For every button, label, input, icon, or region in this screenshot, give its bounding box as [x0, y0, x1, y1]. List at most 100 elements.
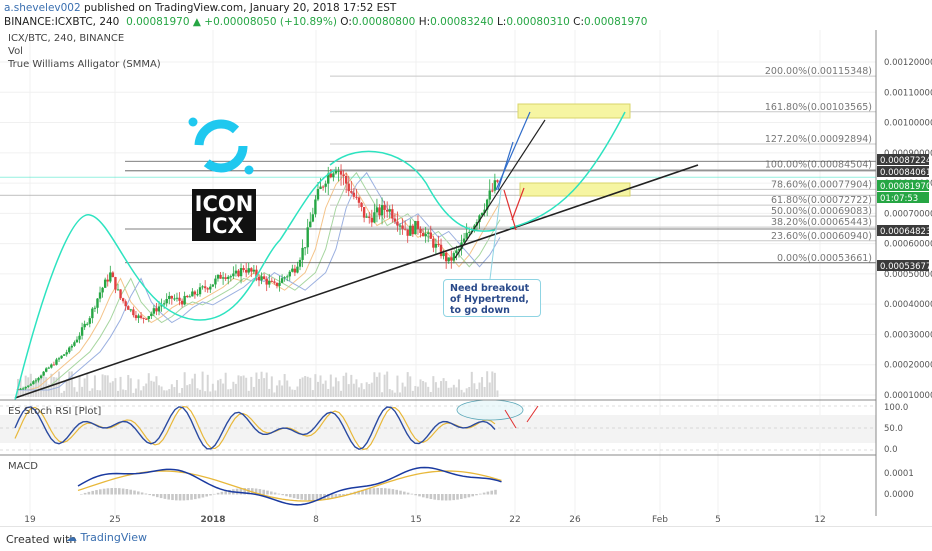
last-price: 0.00081970 [126, 16, 190, 28]
macd-hist [148, 494, 151, 496]
volume-bar [452, 384, 455, 397]
candle-body [198, 287, 202, 295]
volume-bar [309, 377, 312, 397]
volume-bar [22, 388, 25, 397]
macd-hist [319, 494, 322, 501]
volume-bar [342, 375, 345, 397]
candle-body [170, 295, 174, 299]
legend-alligator: True Williams Alligator (SMMA) [8, 59, 161, 70]
volume-bar [440, 381, 443, 397]
icon-icx-badge: ICON ICX [192, 189, 256, 241]
candle-body [329, 173, 332, 178]
candle-body [380, 205, 384, 216]
volume-bar [304, 376, 307, 397]
callout-pointer [489, 189, 502, 280]
candle-body [462, 238, 466, 243]
time-axis: 19 25 2018 8 15 22 26 Feb 5 12 [24, 515, 825, 525]
volume-bar [388, 389, 391, 397]
time-tick: 19 [24, 515, 36, 525]
macd-hist [254, 488, 258, 495]
candle-body [283, 277, 286, 279]
candle-body [119, 289, 122, 299]
volume-bar [434, 382, 437, 397]
candle-body [211, 284, 215, 287]
candle-body [50, 364, 53, 368]
price-chart[interactable]: 200.00%(0.00115348) 161.80%(0.00103565) 12… [0, 0, 932, 526]
candle-body [109, 272, 112, 282]
macd-hist [376, 488, 379, 495]
candle-body [496, 180, 499, 182]
volume-bar [322, 383, 325, 397]
macd-hist [456, 494, 459, 500]
volume-bar [311, 390, 314, 397]
volume-bar [347, 384, 350, 397]
macd-hist [334, 494, 338, 498]
volume-bar [275, 385, 278, 397]
volume-bar [491, 371, 494, 397]
volume-bar [158, 385, 161, 397]
price-tick: 0.00040000 [884, 300, 932, 310]
volume-bar [196, 388, 199, 397]
macd-hist [437, 494, 440, 501]
candle-body [78, 335, 81, 340]
candle-body [303, 247, 307, 249]
candle-body [180, 300, 184, 305]
volume-bar [437, 387, 440, 397]
fib-label: 61.80%(0.00072722) [771, 195, 872, 206]
candle-body [252, 269, 256, 272]
volume-bar [122, 389, 125, 397]
volume-bar [427, 386, 430, 397]
candle-body [206, 288, 209, 290]
volume-bar [24, 375, 27, 397]
volume-bar [42, 373, 45, 397]
macd-hist [296, 494, 300, 499]
volume-bar [493, 372, 496, 397]
candle-body [324, 183, 327, 187]
candle-body [147, 316, 150, 320]
forecast-arrow-up-2 [497, 141, 514, 191]
volume-bar [281, 385, 284, 397]
macd-hist [270, 491, 273, 495]
macd-hist [391, 489, 395, 495]
volume-bar [465, 388, 468, 397]
macd-hist [106, 488, 110, 495]
macd-hist [129, 489, 132, 495]
volume-bar [483, 386, 486, 397]
badge-line-1: ICON [194, 192, 254, 216]
time-tick: 15 [410, 515, 421, 525]
author-name[interactable]: a.shevelev002 [4, 2, 81, 14]
volume-bar [314, 374, 317, 397]
volume-bar [481, 377, 484, 397]
candle-body [224, 277, 227, 279]
volume-bar [260, 371, 263, 397]
volume-bar [242, 375, 245, 397]
candle-body [362, 207, 366, 218]
candle-body [244, 269, 248, 273]
candle-body [98, 292, 102, 299]
candle-body [368, 216, 371, 218]
symbol-line: BINANCE:ICXBTC, 240 [4, 16, 120, 28]
candle-body [434, 243, 438, 248]
volume-bar [91, 388, 94, 397]
tradingview-logo[interactable]: ☁ TradingView [66, 531, 147, 544]
volume-bar [488, 382, 491, 397]
macd-hist [380, 488, 383, 495]
macd-hist [406, 492, 410, 495]
macd-hist [486, 491, 490, 495]
volume-bar [296, 386, 299, 397]
volume-bar [286, 380, 289, 397]
candle-body [65, 352, 68, 355]
candle-body [62, 354, 66, 356]
candle-body [403, 228, 407, 230]
macd-hist [110, 488, 113, 495]
open-label: O: [340, 16, 352, 28]
macd-hist [479, 493, 482, 495]
candle-body [165, 299, 168, 304]
candle-body [247, 268, 250, 273]
candle-body [106, 279, 109, 282]
volume-bar [234, 383, 237, 397]
macd-hist [87, 491, 91, 495]
candle-body [137, 315, 140, 319]
volume-bar [193, 373, 196, 397]
macd-hist [99, 489, 102, 495]
